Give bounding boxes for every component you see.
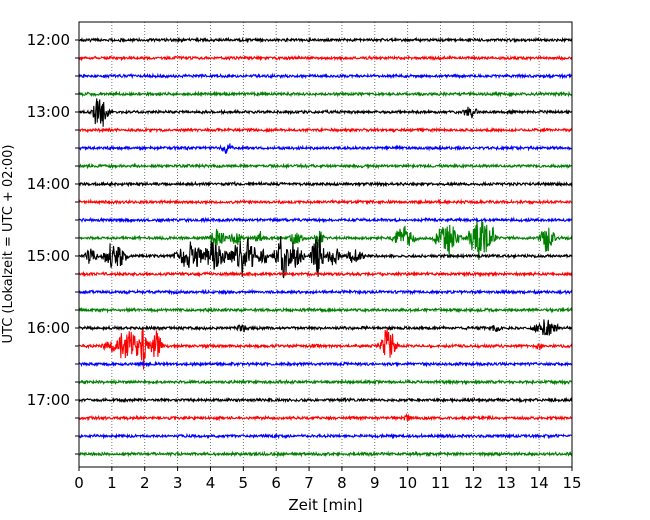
- x-tick-label-3: 3: [173, 474, 183, 492]
- trace-13:00: [78, 98, 573, 127]
- x-axis-label: Zeit [min]: [288, 496, 362, 514]
- y-tick-label-12:00: 12:00: [27, 31, 70, 49]
- trace-12:15: [78, 54, 573, 62]
- x-tick-label-15: 15: [562, 474, 581, 492]
- trace-17:15: [78, 412, 573, 422]
- x-tick-label-9: 9: [370, 474, 380, 492]
- x-tick-label-6: 6: [271, 474, 281, 492]
- x-tick-label-4: 4: [206, 474, 216, 492]
- trace-16:00: [78, 319, 573, 336]
- trace-16:30: [78, 360, 573, 368]
- trace-14:15: [78, 198, 573, 206]
- trace-15:30: [78, 288, 573, 296]
- y-axis-label: UTC (Lokalzeit = UTC + 02:00): [1, 145, 16, 344]
- trace-12:30: [78, 72, 573, 80]
- trace-15:00: [78, 234, 573, 279]
- trace-17:00: [78, 396, 573, 404]
- trace-17:45: [78, 450, 573, 458]
- x-tick-label-8: 8: [337, 474, 347, 492]
- x-axis-ticks: 0 1 2 3 4 5 6 7 8 9 10 11 12 13 14 15: [74, 467, 582, 492]
- x-tick-label-5: 5: [239, 474, 249, 492]
- trace-13:30: [78, 143, 573, 155]
- x-tick-label-14: 14: [530, 474, 549, 492]
- trace-13:45: [78, 162, 573, 170]
- trace-16:45: [78, 378, 573, 386]
- x-tick-label-7: 7: [304, 474, 314, 492]
- x-tick-label-1: 1: [107, 474, 117, 492]
- x-tick-label-11: 11: [431, 474, 450, 492]
- seismogram-traces: [78, 36, 573, 458]
- trace-14:45: [78, 220, 573, 260]
- x-tick-label-10: 10: [398, 474, 417, 492]
- y-tick-label-16:00: 16:00: [27, 319, 70, 337]
- trace-17:30: [78, 432, 573, 440]
- x-tick-label-2: 2: [140, 474, 150, 492]
- y-tick-label-14:00: 14:00: [27, 175, 70, 193]
- trace-12:00: [78, 36, 573, 44]
- y-tick-label-13:00: 13:00: [27, 103, 70, 121]
- x-tick-label-0: 0: [74, 474, 84, 492]
- plot-frame: [78, 21, 573, 468]
- trace-13:15: [78, 126, 573, 134]
- trace-15:45: [78, 306, 573, 314]
- y-tick-label-15:00: 15:00: [27, 247, 70, 265]
- trace-14:00: [78, 180, 573, 188]
- trace-14:30: [78, 216, 573, 224]
- trace-15:15: [78, 270, 573, 278]
- y-axis-ticks: 12:00 13:00 14:00 15:00 16:00 17:00: [27, 31, 79, 455]
- trace-16:15: [78, 328, 573, 370]
- y-tick-label-17:00: 17:00: [27, 391, 70, 409]
- x-tick-label-12: 12: [464, 474, 483, 492]
- x-tick-label-13: 13: [497, 474, 516, 492]
- trace-12:45: [78, 90, 573, 98]
